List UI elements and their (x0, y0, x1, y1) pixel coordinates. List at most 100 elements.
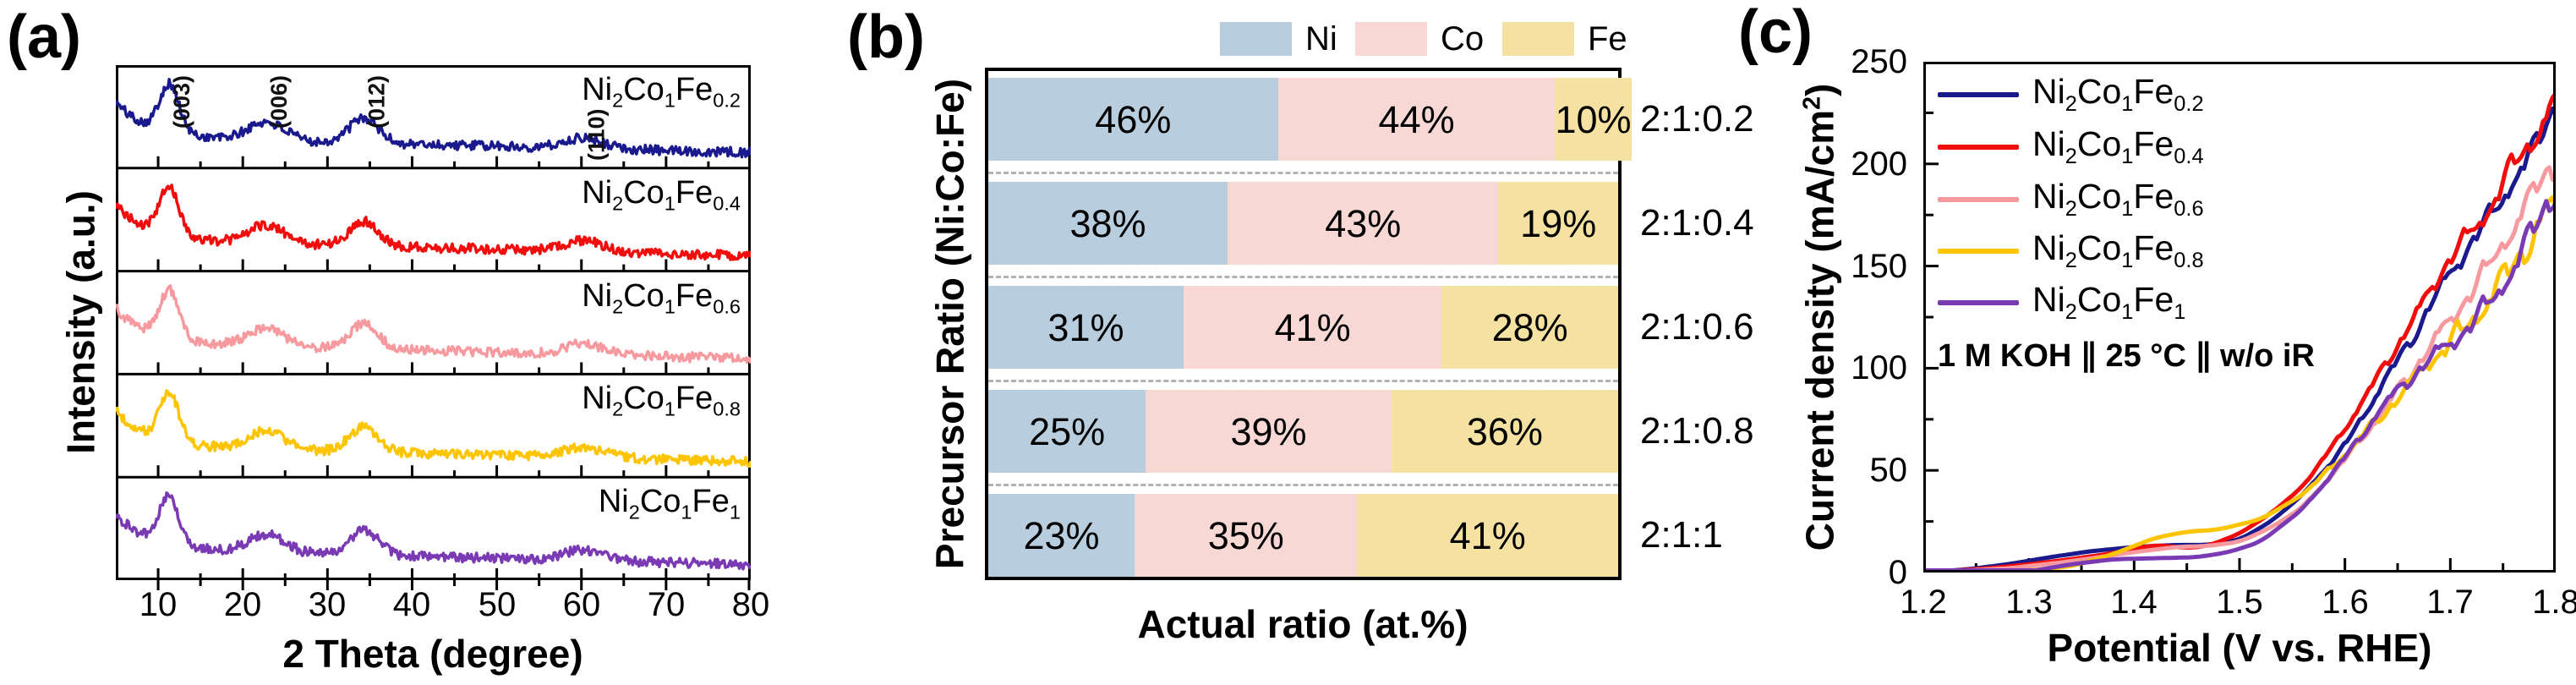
panel-c-tag: (c) (1738, 0, 1813, 66)
x-tick-label: 1.3 (2005, 584, 2053, 621)
bar-segment-fe: 19% (1498, 182, 1618, 265)
bar-segment-ni: 38% (988, 182, 1228, 265)
xrd-series-path (116, 184, 751, 261)
xrd-sample-label: Ni2Co1Fe0.2 (582, 72, 741, 112)
bar-segment-co: 39% (1146, 390, 1392, 473)
xrd-peak-label: (012) (364, 75, 389, 129)
bar-category-label: 2:1:0.2 (1640, 98, 1754, 140)
xrd-peak-label: (003) (169, 75, 194, 129)
bar-segment-co: 41% (1183, 286, 1442, 369)
bar-segment-ni: 25% (988, 390, 1146, 473)
x-tick-label: 1.8 (2532, 584, 2576, 621)
bar-value-label: 23% (1023, 513, 1100, 557)
lsv-legend-label: Ni2Co1Fe0.2 (2032, 71, 2204, 116)
xrd-frame (116, 65, 751, 580)
panel-b-x-axis-title: Actual ratio (at.%) (1137, 602, 1468, 646)
bar-value-label: 28% (1491, 305, 1568, 349)
x-tick-label: 1.7 (2426, 584, 2474, 621)
bar-category-label: 2:1:0.6 (1640, 306, 1754, 348)
y-tick-label: 0 (1888, 554, 1907, 591)
y-tick-label: 100 (1851, 349, 1907, 386)
lsv-legend-item: Ni2Co1Fe0.2 (1938, 73, 2204, 117)
legend-label: Co (1441, 20, 1485, 58)
bar-value-label: 41% (1274, 305, 1351, 349)
xrd-series-path (116, 78, 751, 159)
panel-b-tag: (b) (847, 3, 925, 71)
bar-segment-ni: 31% (988, 286, 1184, 369)
bar-value-label: 43% (1325, 201, 1402, 245)
y-tick-label: 150 (1851, 248, 1907, 285)
bar-row: 23% 35% 41% (988, 494, 1618, 577)
bar-row-separator (988, 380, 1618, 382)
bar-segment-fe: 10% (1555, 78, 1632, 161)
bar-segment-fe: 36% (1391, 390, 1618, 473)
legend-label: Ni (1305, 20, 1337, 58)
xrd-series-path (116, 491, 751, 571)
bar-category-label: 2:1:0.8 (1640, 410, 1754, 452)
y-title-sup: 2 (1798, 96, 1826, 110)
bar-segment-co: 35% (1135, 494, 1358, 577)
xrd-sample-label: Ni2Co1Fe1 (598, 484, 741, 523)
xrd-chart: (003) (006) (012) (110) (116, 65, 751, 590)
bar-value-label: 46% (1095, 97, 1172, 141)
x-tick-label: 30 (308, 586, 347, 623)
bar-value-label: 38% (1069, 201, 1146, 245)
lsv-frame (1923, 62, 2556, 573)
x-tick-label: 50 (478, 586, 517, 623)
legend-swatch (1220, 22, 1292, 56)
bar-row-separator (988, 172, 1618, 174)
bar-segment-fe: 41% (1357, 494, 1618, 577)
lsv-series-path (1926, 165, 2553, 570)
y-tick-label: 50 (1869, 452, 1908, 489)
electrolyte-annotation: 1 M KOH ∥ 25 °C ∥ w/o iR (1938, 338, 2315, 374)
lsv-legend-label: Ni2Co1Fe0.6 (2032, 176, 2204, 221)
lsv-series-path (1926, 106, 2553, 570)
bar-value-label: 10% (1555, 97, 1632, 141)
panel-c-x-axis-title: Potential (V vs. RHE) (2047, 626, 2432, 670)
lsv-legend-line (1938, 197, 2019, 202)
bar-category-label: 2:1:0.4 (1640, 202, 1754, 244)
panel-a-y-axis-title: Intensity (a.u.) (58, 190, 103, 454)
bar-row: 31% 41% 28% (988, 286, 1618, 369)
bar-segment-ni: 23% (988, 494, 1135, 577)
xrd-sample-label: Ni2Co1Fe0.4 (582, 174, 741, 215)
panel-a-x-axis-title: 2 Theta (degree) (282, 632, 583, 676)
x-tick-label: 1.2 (1900, 584, 1947, 621)
bar-segment-fe: 28% (1441, 286, 1618, 369)
xrd-peak-label: (110) (584, 108, 610, 161)
bar-row-separator (988, 484, 1618, 486)
lsv-series-path (1926, 195, 2553, 570)
legend-item-ni: Ni (1220, 22, 1337, 56)
panel-a-tag: (a) (7, 3, 81, 71)
bar-row: 46% 44% 10% (988, 78, 1632, 161)
xrd-sample-label: Ni2Co1Fe0.8 (582, 381, 741, 420)
lsv-legend-label: Ni2Co1Fe0.4 (2032, 123, 2204, 168)
bar-value-label: 36% (1466, 409, 1543, 453)
bar-row: 25% 39% 36% (988, 390, 1618, 473)
lsv-legend-line (1938, 249, 2019, 254)
lsv-series-path (1926, 199, 2553, 570)
bar-segment-ni: 46% (988, 78, 1278, 161)
xrd-series-path (116, 389, 751, 469)
bar-value-label: 19% (1520, 201, 1597, 245)
bar-segment-co: 44% (1277, 78, 1556, 161)
x-tick-label: 10 (139, 586, 178, 623)
x-tick-label: 1.6 (2322, 584, 2369, 621)
lsv-legend-line (1938, 300, 2019, 305)
x-tick-label: 20 (223, 586, 262, 623)
lsv-legend-line (1938, 92, 2019, 97)
lsv-legend-item: Ni2Co1Fe0.6 (1938, 178, 2204, 222)
x-tick-label: 1.5 (2216, 584, 2263, 621)
x-tick-label: 40 (392, 586, 431, 623)
xrd-sample-label: Ni2Co1Fe0.6 (582, 277, 741, 318)
x-tick-label: 60 (562, 586, 601, 623)
y-tick-label: 200 (1851, 145, 1907, 183)
legend-item-fe: Fe (1502, 22, 1627, 56)
bar-value-label: 35% (1207, 513, 1284, 557)
bar-row-separator (988, 276, 1618, 278)
bar-value-label: 39% (1230, 409, 1307, 453)
legend-label: Fe (1588, 20, 1627, 58)
legend-swatch (1355, 22, 1427, 56)
lsv-legend-item: Ni2Co1Fe0.8 (1938, 229, 2204, 273)
